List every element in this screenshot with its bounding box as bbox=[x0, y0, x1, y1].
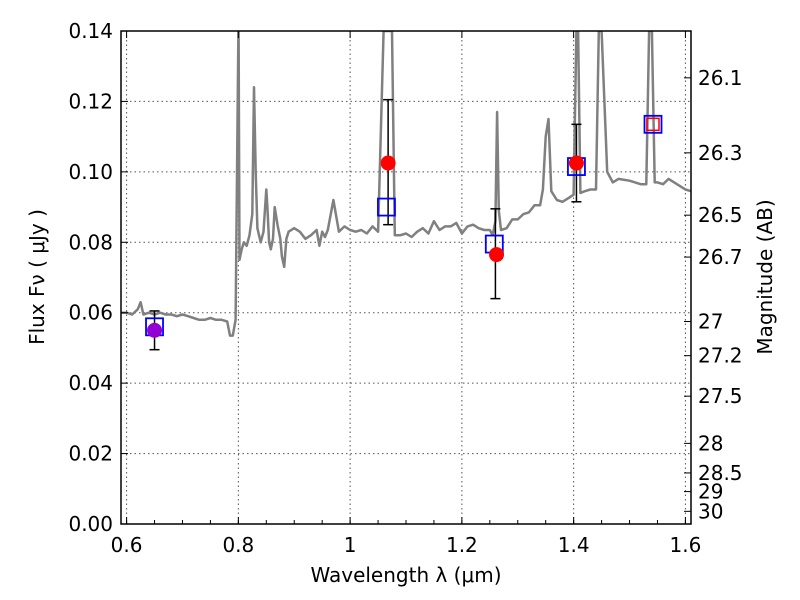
right-tick-label: 27.2 bbox=[698, 344, 743, 368]
observed-photometry-point bbox=[147, 322, 163, 338]
y-tick-label: 0.04 bbox=[68, 371, 113, 395]
x-tick-label: 1.2 bbox=[446, 533, 478, 557]
x-tick-label: 0.6 bbox=[111, 533, 143, 557]
right-tick-label: 27.5 bbox=[698, 384, 743, 408]
y-tick-label: 0.08 bbox=[68, 230, 113, 254]
right-axis-label: Magnitude (AB) bbox=[753, 199, 777, 354]
y-tick-label: 0.14 bbox=[68, 19, 113, 43]
synthetic-photometry-square bbox=[377, 197, 396, 217]
right-tick-label: 28.5 bbox=[698, 461, 743, 485]
x-axis-label: Wavelength λ (μm) bbox=[310, 563, 501, 587]
right-tick-label: 26.3 bbox=[698, 141, 743, 165]
right-tick-label: 26.1 bbox=[698, 66, 743, 90]
y-tick-label: 0.02 bbox=[68, 442, 113, 466]
observed-photometry-point bbox=[489, 247, 505, 263]
x-tick-label: 0.8 bbox=[222, 533, 254, 557]
y-tick-label: 0.06 bbox=[68, 301, 113, 325]
right-tick-label: 30 bbox=[698, 499, 723, 523]
right-tick-label: 29 bbox=[698, 480, 723, 504]
y-tick-label: 0.10 bbox=[68, 160, 113, 184]
model-spectrum-line bbox=[121, 31, 691, 337]
red-square-marker bbox=[646, 117, 660, 132]
observed-photometry-point bbox=[380, 155, 396, 171]
x-tick-label: 1.4 bbox=[558, 533, 590, 557]
data-markers bbox=[145, 98, 663, 351]
axes: 0.6 0.8 1 1.2 1.4 1.6 0.00 0.02 0.04 0.06 0.08 0.10… bbox=[68, 19, 742, 557]
right-tick-label: 27 bbox=[698, 310, 723, 334]
right-tick-label: 28 bbox=[698, 431, 723, 455]
right-tick-label: 26.5 bbox=[698, 203, 743, 227]
y-tick-label: 0.00 bbox=[68, 512, 113, 536]
x-tick-label: 1 bbox=[344, 533, 357, 557]
observed-photometry-point bbox=[568, 155, 584, 171]
right-tick-label: 26.7 bbox=[698, 245, 743, 269]
y-axis-label: Flux Fν ( μJy ) bbox=[25, 209, 49, 345]
plot-area bbox=[121, 31, 691, 337]
y-tick-label: 0.12 bbox=[68, 89, 113, 113]
synthetic-photometry-square bbox=[643, 114, 663, 134]
x-tick-label: 1.6 bbox=[670, 533, 702, 557]
